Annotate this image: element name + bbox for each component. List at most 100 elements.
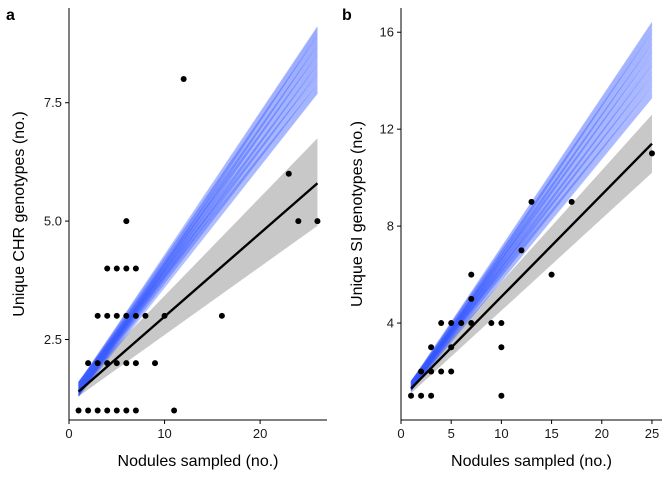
a-ci-polygon: [78, 138, 318, 397]
a-data-point: [180, 76, 187, 83]
a-simulated-line: [78, 43, 318, 395]
a-simulated-line: [78, 51, 318, 393]
a-y-axis-title: Unique CHR genotypes (no.): [11, 111, 28, 316]
b-simulated-line: [410, 52, 653, 391]
a-data-point: [171, 407, 178, 414]
b-simulated-line: [410, 66, 653, 384]
a-simulated-line: [78, 63, 318, 397]
a-simulated-line: [78, 39, 318, 388]
a-data-point: [218, 312, 225, 319]
b-simulated-line: [410, 65, 653, 383]
a-simulated-line: [78, 40, 318, 390]
b-simulated-line: [410, 84, 653, 390]
a-simulated-line: [78, 54, 318, 383]
a-data-point: [104, 360, 111, 367]
a-data-point: [85, 407, 92, 414]
a-simulated-line: [78, 65, 318, 386]
a-y-tick-label: 2.5: [44, 332, 62, 347]
a-simulated-line: [78, 89, 318, 392]
a-data-point: [132, 312, 139, 319]
b-simulated-line: [410, 54, 653, 382]
b-simulated-line: [410, 29, 653, 390]
b-simulated-line: [410, 36, 653, 386]
a-simulated-line: [78, 91, 318, 395]
b-data-point: [498, 392, 505, 399]
b-simulated-line: [410, 78, 653, 384]
a-simulated-line: [78, 60, 318, 392]
a-confidence-band: [78, 138, 318, 397]
a-data-point: [113, 407, 120, 414]
b-data-point: [498, 320, 505, 327]
a-simulated-line: [78, 37, 318, 387]
b-simulated-line: [410, 75, 653, 382]
a-axes: 0 10 20 2.5 5.0 7.5: [44, 8, 327, 441]
b-data-point: [518, 247, 525, 254]
b-simulated-line: [410, 90, 653, 386]
a-y-tick-label: 5.0: [44, 214, 62, 229]
a-simulated-line: [78, 28, 318, 388]
b-simulated-line: [410, 71, 653, 388]
b-simulated-line: [410, 42, 653, 392]
b-data-point: [568, 198, 575, 205]
b-simulated-line: [410, 79, 653, 385]
a-data-point: [132, 407, 139, 414]
b-simulated-line: [410, 94, 653, 389]
panel-a: a 0 10 20 2.5 5.0 7.5 Nodules sampled (no.) U…: [6, 7, 327, 470]
b-data-point: [468, 295, 475, 302]
a-simulated-line: [78, 74, 318, 385]
b-data-point: [418, 368, 425, 375]
b-x-tick-label: 25: [645, 426, 659, 441]
b-simulated-line: [410, 57, 653, 386]
b-data-point: [448, 344, 455, 351]
a-data-point: [75, 407, 82, 414]
b-regression-line: [410, 142, 653, 390]
a-simulated-line: [78, 62, 318, 395]
b-data-point: [428, 368, 435, 375]
b-x-tick-label: 10: [494, 426, 508, 441]
b-y-tick-label: 4: [387, 316, 394, 331]
a-simulated-line: [78, 88, 318, 390]
a-simulated-line: [78, 70, 318, 392]
a-simulated-line: [78, 69, 318, 391]
a-simulated-lines: [78, 26, 318, 397]
a-data-point: [113, 360, 120, 367]
a-simulated-line: [78, 32, 318, 393]
a-simulated-line: [78, 80, 318, 393]
b-data-point: [498, 344, 505, 351]
b-fit-line: [410, 142, 653, 390]
a-simulated-line: [78, 68, 318, 389]
a-data-point: [104, 265, 111, 272]
a-data-point: [123, 407, 130, 414]
panel-b: b 0 5 10 15 20 25 4 8 12 16 Nodules sampled (no.)…: [342, 7, 662, 470]
a-data-point: [132, 265, 139, 272]
a-simulated-line: [78, 42, 318, 393]
b-simulated-line: [410, 88, 653, 384]
b-simulated-line: [410, 92, 653, 387]
a-simulated-line: [78, 30, 318, 389]
b-simulated-line: [410, 45, 653, 384]
a-simulated-line: [78, 59, 318, 390]
b-data-point: [428, 344, 435, 351]
b-simulated-line: [410, 27, 653, 388]
b-data-point: [448, 368, 455, 375]
b-simulated-line: [410, 93, 653, 388]
a-simulated-line: [78, 79, 318, 391]
b-data-point: [438, 320, 445, 327]
b-data-point: [528, 198, 535, 205]
a-simulated-line: [78, 36, 318, 385]
a-simulated-line: [78, 71, 318, 394]
b-simulated-line: [410, 80, 653, 387]
a-simulated-line: [78, 86, 318, 387]
b-simulated-line: [410, 85, 653, 391]
a-simulated-line: [78, 44, 318, 397]
a-simulated-line: [78, 61, 318, 393]
b-simulated-line: [410, 41, 653, 390]
b-simulated-line: [410, 76, 653, 383]
b-simulated-line: [410, 59, 653, 387]
a-data-point: [123, 360, 130, 367]
a-x-tick-label: 20: [253, 426, 267, 441]
a-data-point: [104, 312, 111, 319]
a-simulated-line: [78, 31, 318, 391]
b-simulated-line: [410, 56, 653, 384]
b-simulated-line: [410, 73, 653, 390]
